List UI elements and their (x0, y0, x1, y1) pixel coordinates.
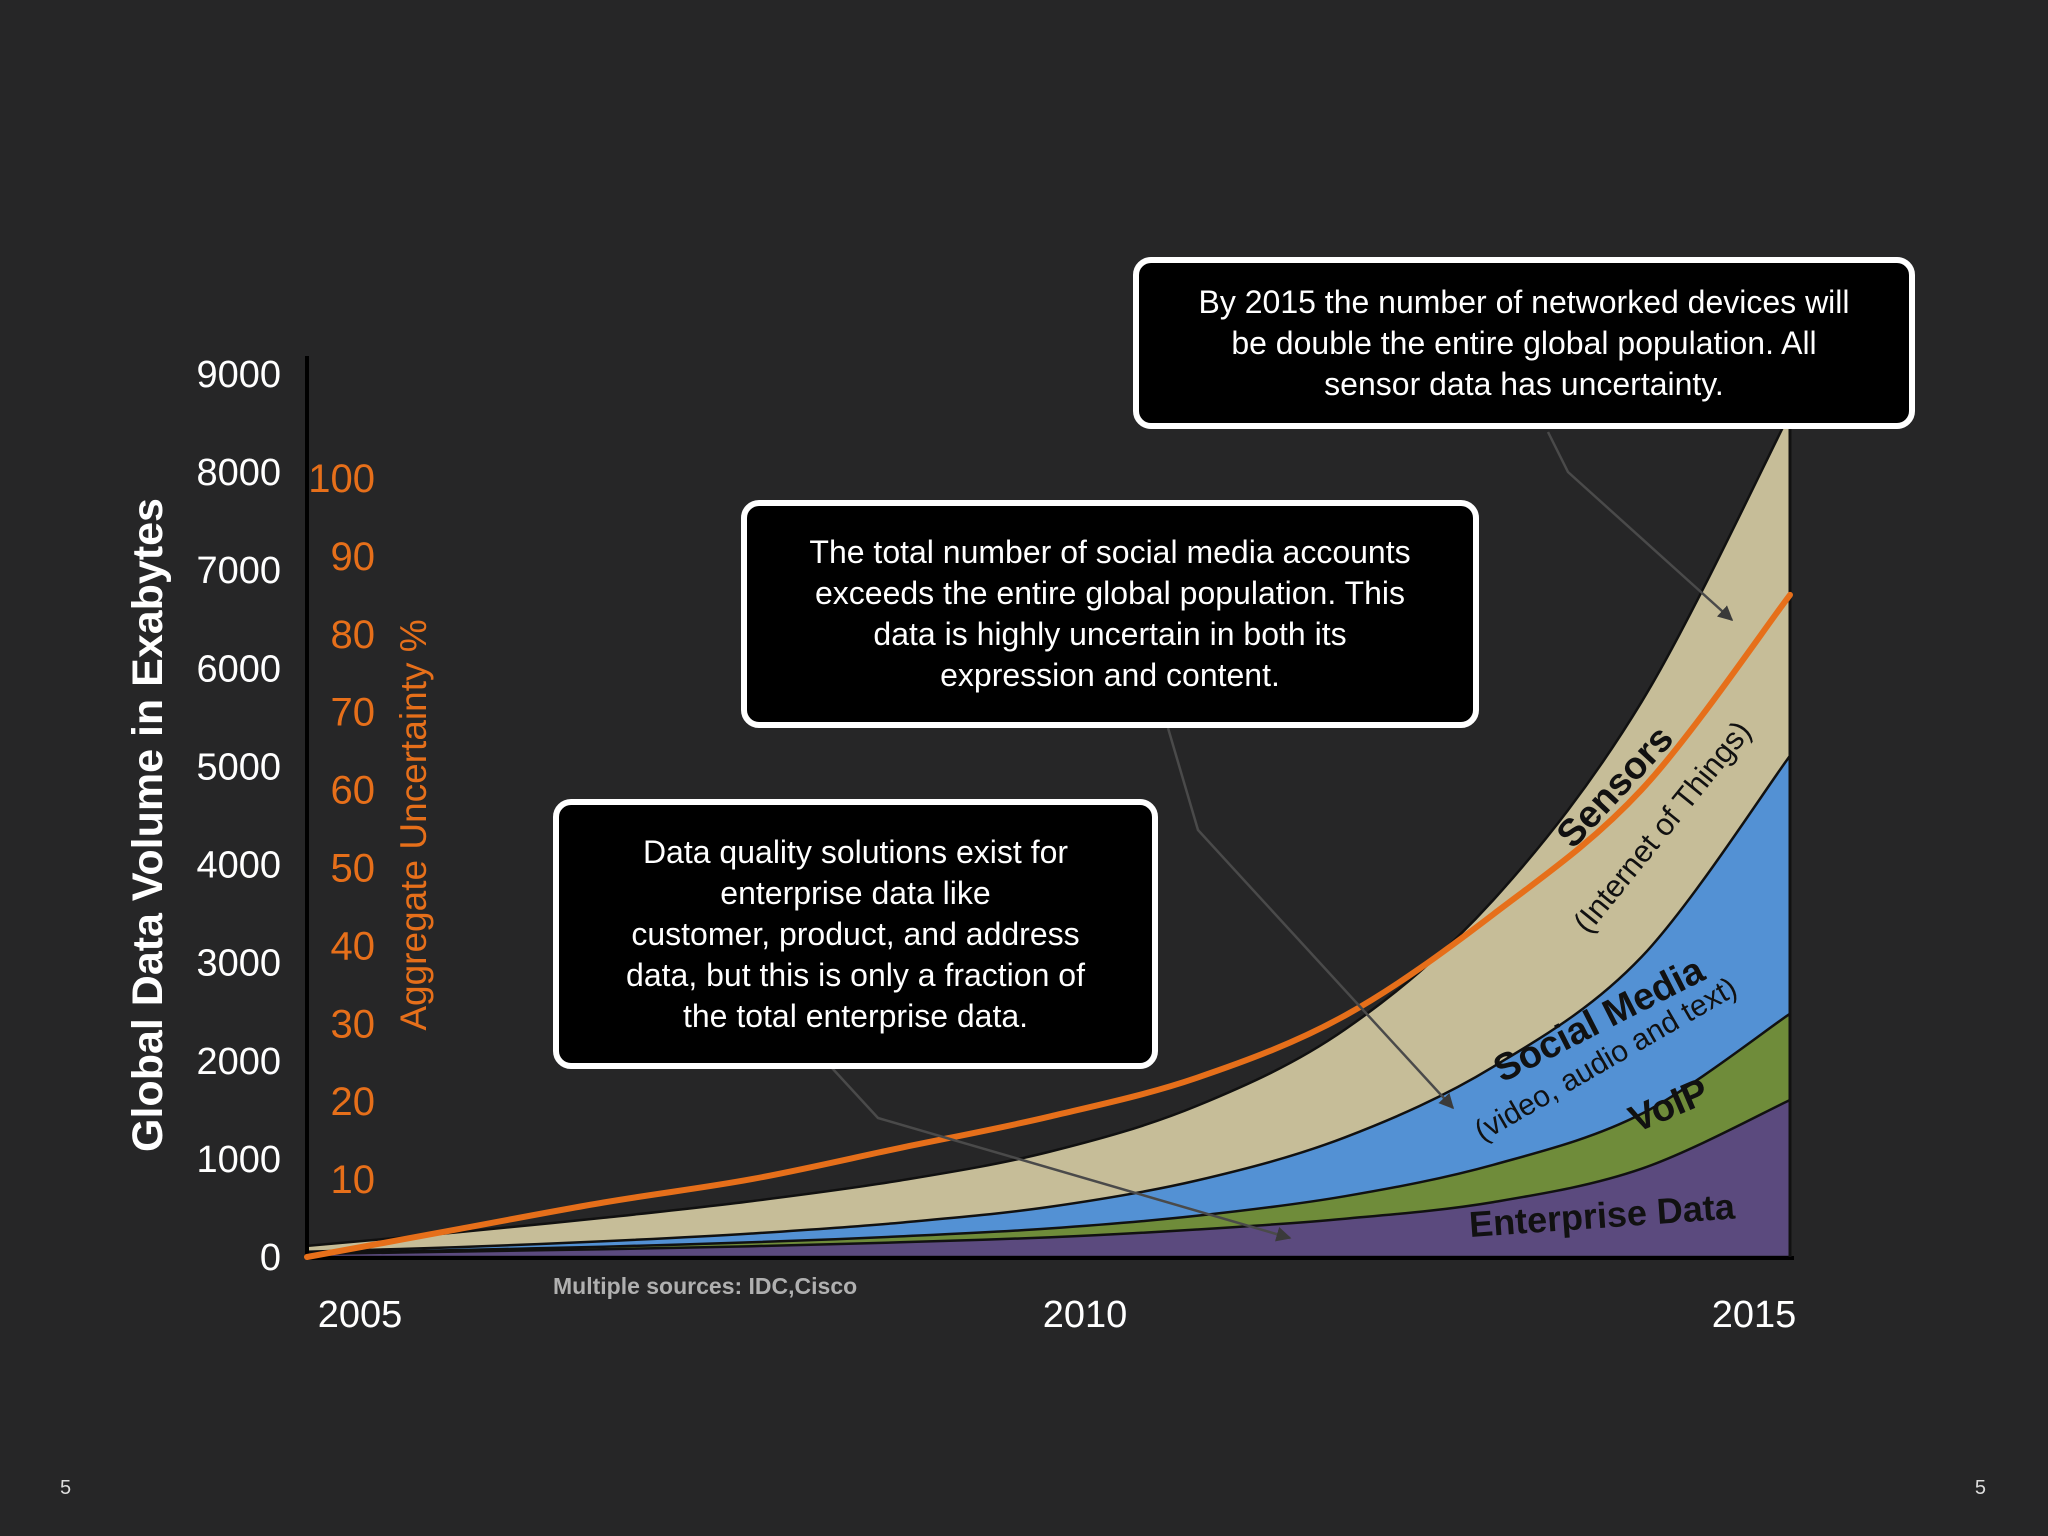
y-right-tick-label: 30 (331, 1002, 376, 1046)
y-right-tick-label: 60 (331, 769, 376, 813)
y-tick-label: 0 (260, 1237, 281, 1279)
y-tick-label: 6000 (196, 648, 281, 690)
y-right-tick-label: 50 (331, 847, 376, 891)
y-tick-label: 5000 (196, 746, 281, 788)
y-tick-label: 9000 (196, 354, 281, 396)
y-right-tick-label: 90 (331, 535, 376, 579)
uncertainty-line (304, 591, 1793, 1260)
axes (305, 356, 1794, 1260)
y-axis-label: Global Data Volume in Exabytes (124, 498, 172, 1152)
area-social-media (305, 751, 1792, 1259)
callout-enterprise: Data quality solutions exist for enterpr… (553, 799, 1158, 1069)
y-tick-label: 7000 (196, 550, 281, 592)
y-tick-label: 1000 (196, 1139, 281, 1181)
x-axis-ticks: 2005 2010 2015 (318, 1294, 1797, 1336)
page-number-right: 5 (1974, 1477, 1986, 1499)
area-enterprise-data (305, 1098, 1792, 1259)
callout-pointers (831, 431, 1734, 1242)
y-tick-label: 4000 (196, 845, 281, 887)
y-tick-label: 3000 (196, 943, 281, 985)
y-right-tick-label: 80 (331, 613, 376, 657)
y-tick-label: 2000 (196, 1041, 281, 1083)
y-right-tick-label: 20 (331, 1080, 376, 1124)
stacked-area-layers (305, 412, 1792, 1259)
y-right-tick-label: 100 (308, 457, 375, 501)
left-axis-ticks: 0 1000 2000 3000 4000 5000 6000 7000 8000 9000 (196, 354, 281, 1279)
uncertainty-line-group (304, 591, 1793, 1260)
callout-social-media: The total number of social media account… (741, 500, 1479, 728)
area-sensors (305, 412, 1792, 1259)
x-tick-label: 2015 (1712, 1294, 1797, 1336)
area-voip (305, 1011, 1792, 1259)
page-number-left: 5 (60, 1477, 72, 1499)
y-tick-label: 8000 (196, 452, 281, 494)
source-note: Multiple sources: IDC,Cisco (553, 1273, 857, 1299)
pointer-enterprise (831, 1067, 1292, 1242)
y-right-tick-label: 40 (331, 924, 376, 968)
right-axis-ticks: 10 20 30 40 50 60 70 80 90 100 (308, 457, 375, 1202)
y-right-tick-label: 70 (331, 691, 376, 735)
x-tick-label: 2005 (318, 1294, 403, 1336)
y-right-tick-label: 10 (331, 1158, 376, 1202)
x-tick-label: 2010 (1043, 1294, 1128, 1336)
pointer-social-media (1166, 727, 1455, 1110)
y-axis-label-right: Aggregate Uncertainty % (393, 619, 434, 1030)
callout-sensors: By 2015 the number of networked devices … (1133, 257, 1915, 429)
pointer-sensors (1546, 431, 1734, 622)
